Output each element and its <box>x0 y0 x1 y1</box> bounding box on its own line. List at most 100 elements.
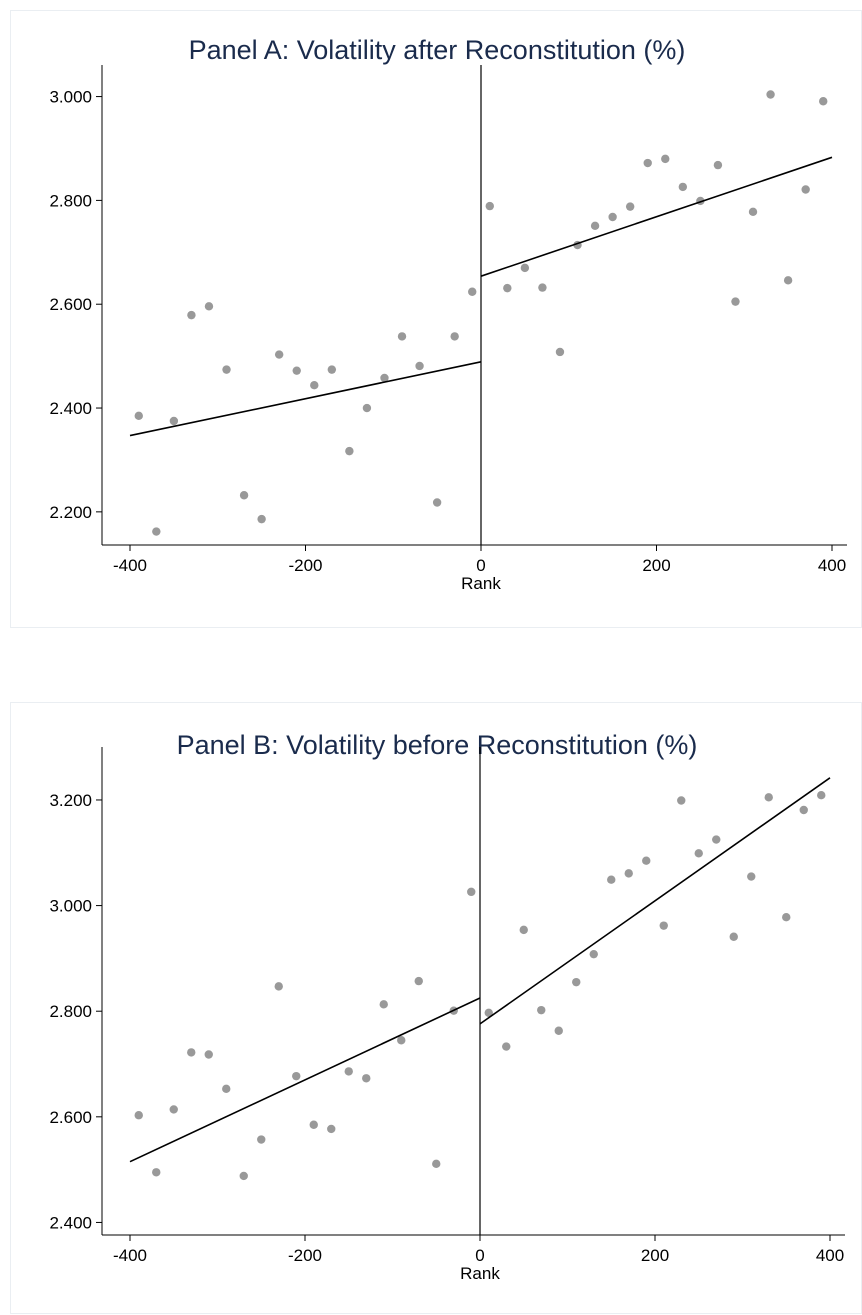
data-point <box>169 1105 178 1114</box>
data-point <box>468 287 477 296</box>
data-point <box>222 1084 231 1094</box>
data-point <box>625 202 635 211</box>
data-point <box>747 872 756 881</box>
data-point <box>677 796 686 805</box>
data-point <box>503 283 512 293</box>
data-point <box>712 835 721 844</box>
data-point <box>204 302 214 311</box>
panel-a: Panel A: Volatility after Reconstitution… <box>10 10 862 628</box>
data-point <box>643 158 652 168</box>
y-tick-label: 3.200 <box>49 791 92 810</box>
y-tick-label: 3.000 <box>49 897 92 916</box>
data-point <box>239 1171 248 1181</box>
panel-a-chart: Panel A: Volatility after Reconstitution… <box>49 35 847 593</box>
data-point <box>380 373 389 383</box>
chart-title: Panel B: Volatility before Reconstitutio… <box>177 730 698 760</box>
data-point <box>345 446 354 456</box>
data-point <box>292 366 301 375</box>
data-point <box>327 365 337 374</box>
y-tick-label: 2.800 <box>49 191 92 210</box>
fit-line-left <box>129 361 482 437</box>
data-point <box>589 949 598 959</box>
data-point <box>782 913 791 922</box>
data-point <box>169 416 179 426</box>
data-point <box>748 207 758 217</box>
data-point <box>432 1159 441 1169</box>
data-point <box>555 347 565 357</box>
data-point <box>239 491 249 500</box>
data-point <box>764 793 773 802</box>
data-point <box>520 263 530 273</box>
data-point <box>397 332 407 341</box>
data-point <box>397 1036 406 1045</box>
data-point <box>257 1135 266 1144</box>
data-point <box>572 977 581 987</box>
data-point <box>309 1120 318 1129</box>
data-point <box>450 332 459 341</box>
data-point <box>484 1008 493 1017</box>
x-tick-label: 0 <box>476 556 485 575</box>
data-point <box>729 932 738 941</box>
data-point <box>274 350 284 359</box>
data-point <box>502 1042 511 1051</box>
x-axis-label: Rank <box>460 1264 500 1283</box>
data-point <box>414 976 423 986</box>
y-tick-label: 2.600 <box>49 295 92 314</box>
y-tick-label: 3.000 <box>49 88 92 107</box>
data-point <box>327 1124 336 1134</box>
fit-line-left <box>129 997 481 1163</box>
chart-title: Panel A: Volatility after Reconstitution… <box>189 35 686 65</box>
data-point <box>310 380 319 390</box>
x-tick-label: 400 <box>818 556 846 575</box>
data-point <box>362 403 372 413</box>
data-point <box>432 498 442 507</box>
data-point <box>204 1050 213 1059</box>
data-point <box>187 310 196 320</box>
data-point <box>485 201 494 211</box>
x-tick-label: 200 <box>641 1246 669 1265</box>
panel-b: Panel B: Volatility before Reconstitutio… <box>10 702 862 1314</box>
x-tick-label: -400 <box>113 1246 147 1265</box>
x-tick-label: 200 <box>642 556 670 575</box>
fit-line-right <box>480 156 833 277</box>
data-point <box>222 365 231 374</box>
data-point <box>766 90 775 99</box>
data-point <box>134 411 143 421</box>
data-point <box>134 1111 143 1120</box>
y-tick-label: 2.200 <box>49 503 92 522</box>
data-point <box>590 221 600 231</box>
x-tick-label: -200 <box>288 556 322 575</box>
y-tick-label: 2.400 <box>49 1213 92 1232</box>
data-point <box>678 182 688 192</box>
data-point <box>819 97 828 106</box>
data-point <box>467 887 476 897</box>
x-tick-label: 400 <box>816 1246 844 1265</box>
data-point <box>799 805 808 815</box>
data-point <box>415 361 424 371</box>
x-tick-label: 0 <box>475 1246 484 1265</box>
data-point <box>659 921 668 930</box>
data-point <box>713 160 723 170</box>
data-point <box>554 1026 563 1035</box>
data-point <box>694 849 703 858</box>
y-tick-label: 2.800 <box>49 1002 92 1021</box>
data-point <box>661 154 670 164</box>
data-point <box>608 212 617 222</box>
data-point <box>731 297 740 306</box>
data-point <box>537 1005 546 1015</box>
x-tick-label: -200 <box>288 1246 322 1265</box>
data-point <box>152 1168 161 1177</box>
data-point <box>152 527 161 536</box>
data-point <box>257 514 266 524</box>
data-point <box>817 791 826 800</box>
x-tick-label: -400 <box>113 556 147 575</box>
panel-b-chart: Panel B: Volatility before Reconstitutio… <box>49 730 845 1283</box>
x-axis-label: Rank <box>461 574 501 593</box>
data-point <box>538 283 547 292</box>
data-point <box>187 1048 196 1057</box>
data-point <box>379 1000 388 1009</box>
data-point <box>292 1071 301 1081</box>
y-tick-label: 2.600 <box>49 1108 92 1127</box>
data-point <box>274 982 283 991</box>
data-point <box>783 276 793 285</box>
